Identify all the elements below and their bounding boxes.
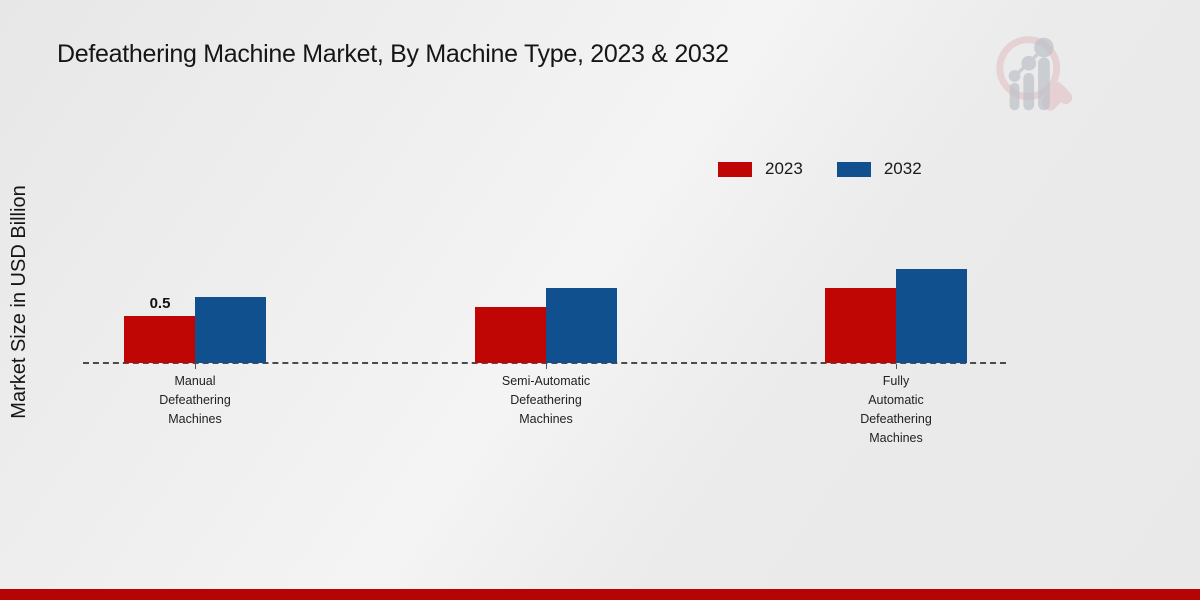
- bar-2032-category-2: [896, 269, 967, 363]
- bar-2023-category-2: [825, 288, 896, 363]
- bar-2023-category-1: [475, 307, 546, 363]
- legend-label: 2023: [765, 159, 803, 178]
- legend-item-2023: 2023: [718, 159, 803, 179]
- x-axis-tick: [546, 364, 547, 369]
- x-axis-tick: [896, 364, 897, 369]
- legend: 2023 2032: [718, 159, 922, 179]
- legend-swatch: [718, 161, 752, 177]
- legend-label: 2032: [883, 159, 922, 178]
- category-label: Fully Automatic Defeathering Machines: [816, 372, 976, 448]
- legend-item-2032: 2032: [836, 159, 922, 179]
- category-label-line: Fully: [882, 374, 910, 388]
- category-label-line: Manual: [174, 374, 216, 388]
- bar-2023-category-0: [124, 316, 195, 363]
- x-axis-tick: [195, 364, 196, 369]
- y-axis-label: Market Size in USD Billion: [8, 185, 30, 419]
- bar-value-label: 0.5: [149, 295, 171, 312]
- category-label: Semi-Automatic Defeathering Machines: [466, 372, 626, 429]
- category-label-line: Defeathering: [159, 393, 231, 407]
- bar-2032-category-0: [195, 297, 266, 363]
- bottom-banner: [0, 589, 1200, 600]
- category-label-line: Machines: [168, 412, 222, 426]
- category-label-line: Automatic: [868, 393, 924, 407]
- x-axis-baseline: [83, 362, 1006, 364]
- category-label-line: Semi-Automatic: [501, 374, 591, 388]
- legend-swatch: [836, 161, 871, 177]
- category-label-line: Machines: [519, 412, 573, 426]
- bar-2032-category-1: [546, 288, 617, 363]
- category-label-line: Machines: [869, 431, 923, 445]
- chart-title: Defeathering Machine Market, By Machine …: [57, 40, 729, 68]
- category-label-line: Defeathering: [510, 393, 582, 407]
- magnifier-bar-chart-logo-icon: [996, 36, 1073, 111]
- category-label: Manual Defeathering Machines: [115, 372, 275, 429]
- category-label-line: Defeathering: [860, 412, 932, 426]
